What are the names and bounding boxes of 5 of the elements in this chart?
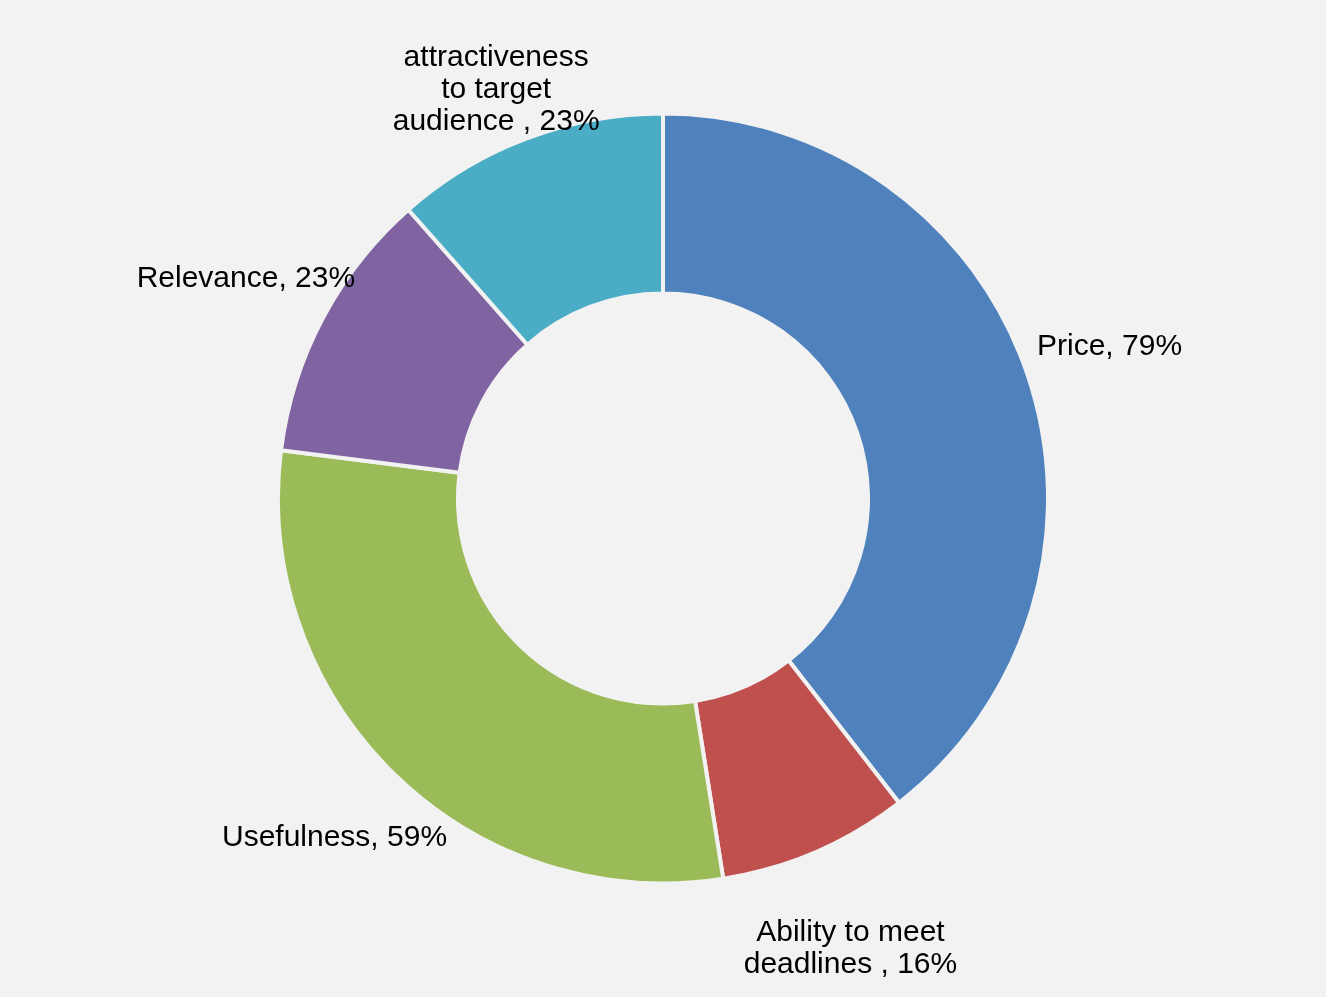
slice-label: attractiveness to target audience , 23%	[392, 38, 600, 136]
slice-label: Relevance, 23%	[136, 259, 356, 293]
slice-label: Ability to meet deadlines , 16%	[743, 913, 958, 979]
slice-label: Price, 79%	[1037, 327, 1183, 361]
slice-label: Usefulness, 59%	[221, 819, 448, 853]
